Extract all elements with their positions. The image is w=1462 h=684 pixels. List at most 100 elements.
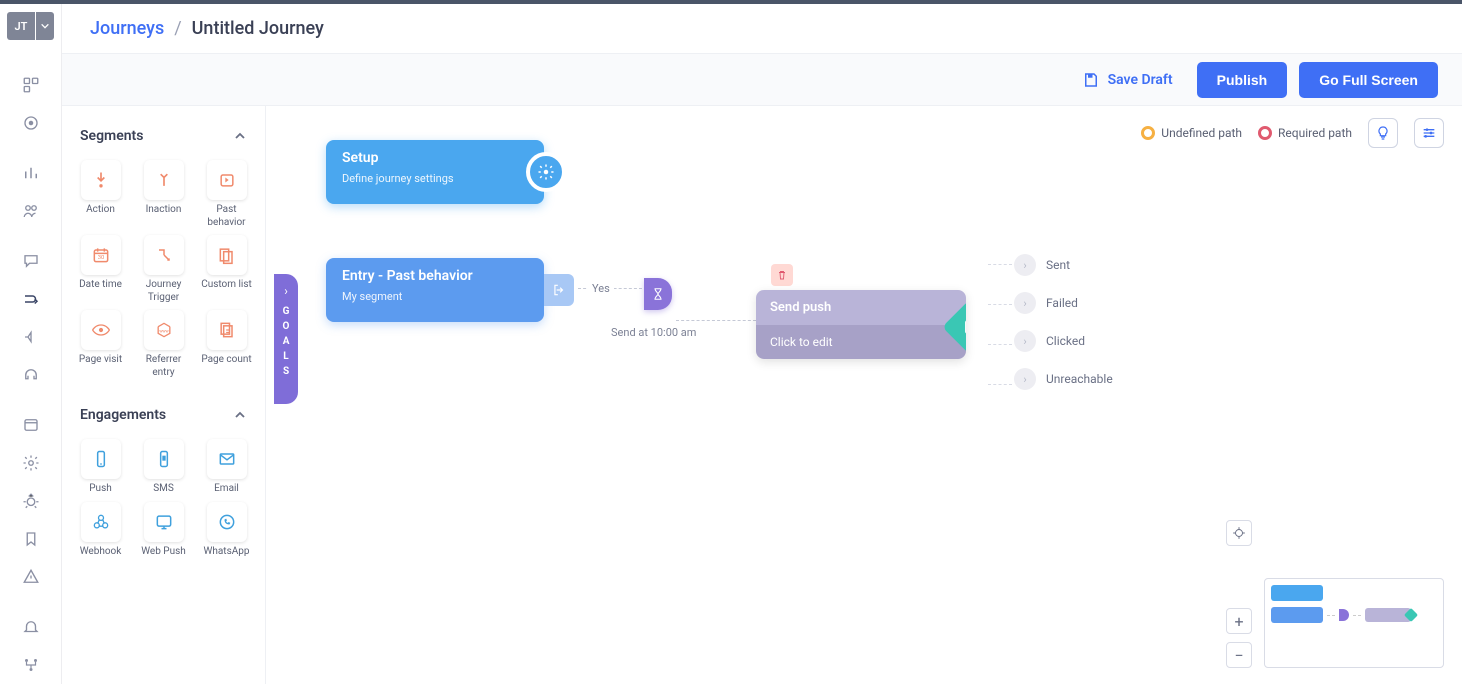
- palette-item-email[interactable]: Email: [198, 439, 255, 496]
- outcome-unreachable[interactable]: ›Unreachable: [1014, 368, 1113, 390]
- palette-item-label: Action: [86, 204, 115, 217]
- zoom-out-button[interactable]: −: [1226, 642, 1252, 668]
- notifications-icon[interactable]: [19, 618, 43, 636]
- action-bar: Save Draft Publish Go Full Screen: [62, 54, 1462, 106]
- bookmark-icon[interactable]: [19, 530, 43, 548]
- date-time-icon: 30: [81, 235, 121, 275]
- support-icon[interactable]: [19, 366, 43, 384]
- sms-icon: [144, 439, 184, 479]
- zoom-in-button[interactable]: +: [1226, 608, 1252, 634]
- legend-undefined: Undefined path: [1141, 126, 1242, 140]
- message-icon[interactable]: [19, 252, 43, 270]
- page-visit-icon: [81, 310, 121, 350]
- palette-item-inaction[interactable]: Inaction: [135, 160, 192, 229]
- edge: [988, 344, 1012, 345]
- palette-item-label: Push: [89, 483, 112, 496]
- svg-text:30: 30: [97, 255, 104, 261]
- undefined-path-icon: [1141, 126, 1155, 140]
- chevron-right-icon: ›: [1014, 254, 1036, 276]
- breadcrumb-root[interactable]: Journeys: [90, 18, 164, 39]
- page-count-icon: [207, 310, 247, 350]
- goals-tab[interactable]: › GOALS: [274, 274, 298, 404]
- debug-icon[interactable]: [19, 492, 43, 510]
- past-behavior-icon: [207, 160, 247, 200]
- entry-node[interactable]: Entry - Past behavior My segment: [326, 258, 544, 322]
- save-icon: [1082, 71, 1100, 89]
- palette-item-push[interactable]: Push: [72, 439, 129, 496]
- breadcrumb: Journeys / Untitled Journey: [62, 4, 1462, 54]
- hint-button[interactable]: [1368, 118, 1398, 148]
- alert-icon[interactable]: [19, 568, 43, 586]
- email-icon: [207, 439, 247, 479]
- wait-node[interactable]: [644, 278, 672, 310]
- wait-label: Send at 10:00 am: [611, 326, 696, 339]
- analytics-icon[interactable]: [19, 164, 43, 182]
- workspace-switcher[interactable]: JT: [7, 12, 54, 40]
- minimap[interactable]: [1264, 578, 1444, 668]
- outcomes-list: ›Sent ›Failed ›Clicked ›Unreachable: [1014, 254, 1113, 406]
- legend: Undefined path Required path: [1141, 118, 1444, 148]
- library-icon[interactable]: [19, 416, 43, 434]
- fullscreen-button[interactable]: Go Full Screen: [1299, 62, 1438, 98]
- hourglass-icon: [651, 287, 665, 301]
- svg-text:www: www: [159, 330, 169, 335]
- engagements-section-header[interactable]: Engagements: [72, 397, 255, 433]
- journeys-icon[interactable]: [19, 290, 43, 308]
- users-icon[interactable]: [19, 202, 43, 220]
- setup-node[interactable]: Setup Define journey settings: [326, 140, 544, 204]
- edge: [988, 304, 1012, 305]
- palette-item-label: Referrer entry: [135, 354, 192, 379]
- action-icon: [81, 160, 121, 200]
- trash-icon: [776, 269, 788, 281]
- workspace-avatar: JT: [7, 12, 35, 40]
- edge: [988, 384, 1012, 385]
- palette-item-date-time[interactable]: 30Date time: [72, 235, 129, 304]
- legend-required: Required path: [1258, 126, 1352, 140]
- palette-item-action[interactable]: Action: [72, 160, 129, 229]
- custom-list-icon: [207, 235, 247, 275]
- palette-item-sms[interactable]: SMS: [135, 439, 192, 496]
- palette-item-label: Inaction: [146, 204, 182, 217]
- chevron-right-icon: ›: [1014, 330, 1036, 352]
- outcome-sent[interactable]: ›Sent: [1014, 254, 1113, 276]
- palette-item-webhook[interactable]: Webhook: [72, 502, 129, 559]
- page-title: Untitled Journey: [192, 18, 324, 39]
- publish-button[interactable]: Publish: [1197, 62, 1288, 98]
- palette-item-page-visit[interactable]: Page visit: [72, 310, 129, 379]
- palette-item-web-push[interactable]: Web Push: [135, 502, 192, 559]
- layout-button[interactable]: [1414, 118, 1444, 148]
- settings-icon[interactable]: [19, 454, 43, 472]
- target-icon[interactable]: [19, 114, 43, 132]
- web-push-icon: [144, 502, 184, 542]
- campaigns-icon[interactable]: [19, 328, 43, 346]
- journey-canvas[interactable]: Undefined path Required path ›: [266, 106, 1462, 684]
- recenter-button[interactable]: [1226, 520, 1252, 546]
- breadcrumb-separator: /: [174, 18, 181, 39]
- palette-item-label: Web Push: [141, 546, 186, 559]
- delete-node-button[interactable]: [771, 264, 793, 286]
- referrer-entry-icon: www: [144, 310, 184, 350]
- chevron-up-icon: [233, 129, 247, 143]
- palette-item-past-behavior[interactable]: Past behavior: [198, 160, 255, 229]
- integrations-icon[interactable]: [19, 656, 43, 674]
- palette-item-journey-trigger[interactable]: Journey Trigger: [135, 235, 192, 304]
- inaction-icon: [144, 160, 184, 200]
- palette-item-label: Journey Trigger: [135, 279, 192, 304]
- palette-item-whatsapp[interactable]: WhatsApp: [198, 502, 255, 559]
- outcome-failed[interactable]: ›Failed: [1014, 292, 1113, 314]
- dashboard-icon[interactable]: [19, 76, 43, 94]
- save-draft-button[interactable]: Save Draft: [1070, 63, 1185, 97]
- whatsapp-icon: [207, 502, 247, 542]
- palette-item-page-count[interactable]: Page count: [198, 310, 255, 379]
- palette-item-referrer-entry[interactable]: www Referrer entry: [135, 310, 192, 379]
- send-push-node[interactable]: Send push Click to edit: [756, 290, 966, 359]
- edge: [988, 264, 1012, 265]
- gear-icon: [526, 152, 566, 192]
- chevron-right-icon: ›: [1014, 292, 1036, 314]
- palette-item-custom-list[interactable]: Custom list: [198, 235, 255, 304]
- segments-section-header[interactable]: Segments: [72, 118, 255, 154]
- outcome-clicked[interactable]: ›Clicked: [1014, 330, 1113, 352]
- push-icon: [81, 439, 121, 479]
- required-path-icon: [1258, 126, 1272, 140]
- crosshair-icon: [1232, 526, 1246, 540]
